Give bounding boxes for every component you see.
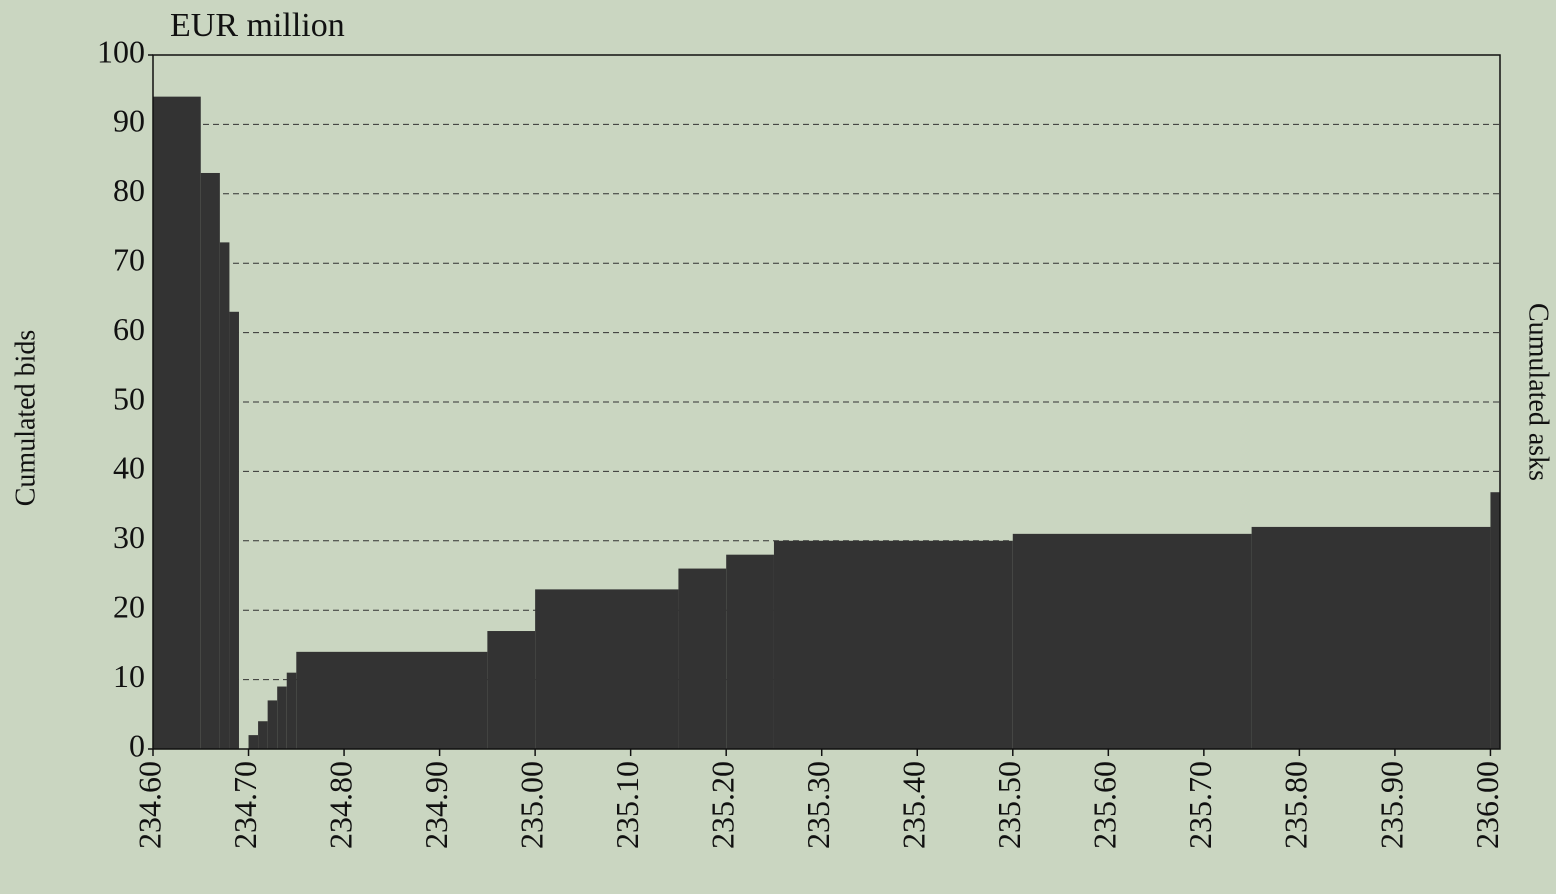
bar: [277, 686, 287, 749]
bar: [678, 568, 727, 749]
x-tick-label: 235.30: [800, 761, 836, 849]
x-tick-label: 236.00: [1469, 761, 1505, 849]
bar: [219, 242, 230, 749]
bar: [258, 721, 268, 749]
x-tick-label: 234.80: [322, 761, 358, 849]
bar: [1490, 492, 1500, 749]
y-tick-label: 60: [113, 311, 145, 347]
y-tick-label: 10: [113, 658, 145, 694]
x-tick-label: 234.70: [227, 761, 263, 849]
bar: [535, 589, 679, 749]
y-tick-label: 0: [129, 727, 145, 763]
x-tick-label: 234.90: [418, 761, 454, 849]
bar: [296, 651, 488, 749]
bar: [267, 700, 278, 749]
bar: [248, 735, 259, 749]
y-tick-label: 100: [97, 33, 145, 69]
x-tick-label: 235.10: [609, 761, 645, 849]
y-tick-label: 20: [113, 589, 145, 625]
y-tick-label: 50: [113, 380, 145, 416]
unit-label: EUR million: [170, 7, 345, 44]
bar: [229, 311, 239, 749]
x-tick-label: 235.60: [1087, 761, 1123, 849]
bar: [153, 96, 201, 749]
bar: [286, 672, 297, 749]
bar: [1012, 533, 1252, 749]
bar: [726, 554, 774, 749]
bar: [773, 540, 1013, 749]
x-tick-label: 235.00: [513, 761, 549, 849]
x-tick-label: 235.40: [896, 761, 932, 849]
y-axis-label: Cumulated bids: [10, 330, 41, 507]
x-tick-label: 235.70: [1182, 761, 1218, 849]
x-tick-label: 235.20: [705, 761, 741, 849]
bar: [487, 631, 536, 749]
plot-frame: [152, 54, 1501, 750]
x-tick-label: 235.90: [1373, 761, 1409, 849]
y-tick-label: 30: [113, 519, 145, 555]
x-tick-label: 234.60: [131, 761, 167, 849]
y-tick-label: 70: [113, 242, 145, 278]
y-tick-label: 40: [113, 450, 145, 486]
bar: [1251, 526, 1491, 749]
y-tick-label: 90: [113, 103, 145, 139]
bar: [200, 172, 220, 750]
x-tick-label: 235.80: [1278, 761, 1314, 849]
y2-axis-label: Cumulated asks: [1523, 303, 1554, 481]
x-tick-label: 235.50: [991, 761, 1027, 849]
y-tick-label: 80: [113, 172, 145, 208]
